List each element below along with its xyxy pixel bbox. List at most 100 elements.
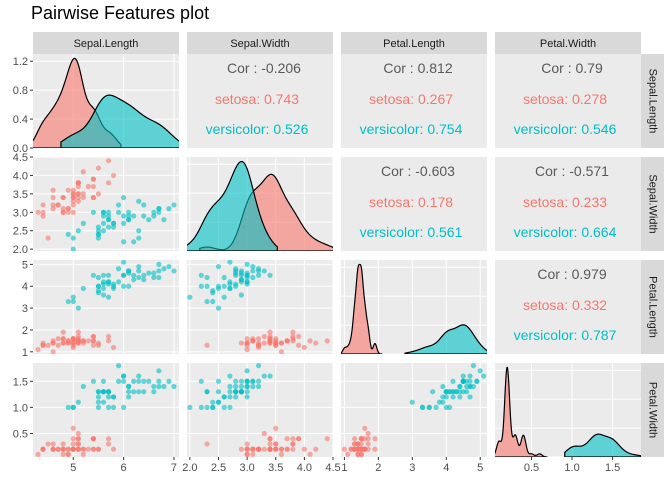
y-axis-tick-label: 0.8 xyxy=(13,85,28,97)
panel-Petal.Length-Petal.Length xyxy=(341,260,487,354)
data-point-versicolor xyxy=(131,378,137,384)
data-point-setosa xyxy=(307,338,313,344)
panel-background xyxy=(495,157,641,251)
data-point-versicolor xyxy=(115,378,122,384)
correlation-total: Cor : -0.206 xyxy=(227,60,301,76)
data-point-setosa xyxy=(273,336,279,342)
data-point-versicolor xyxy=(90,209,97,215)
data-point-setosa xyxy=(355,451,361,457)
data-point-versicolor xyxy=(105,294,112,300)
data-point-versicolor xyxy=(470,363,477,369)
data-point-versicolor xyxy=(151,383,157,390)
data-point-setosa xyxy=(90,338,97,344)
data-point-versicolor xyxy=(141,389,147,395)
data-point-setosa xyxy=(95,191,102,197)
data-point-setosa xyxy=(70,340,76,346)
data-point-versicolor xyxy=(238,277,244,283)
panel-background xyxy=(341,157,487,251)
data-point-versicolor xyxy=(198,272,204,278)
data-point-versicolor xyxy=(136,389,142,395)
panel-background xyxy=(341,363,487,457)
data-point-versicolor xyxy=(255,272,262,278)
x-axis-tick-label: 2.5 xyxy=(211,462,226,474)
data-point-versicolor xyxy=(95,283,102,289)
data-point-versicolor xyxy=(210,290,216,296)
data-point-versicolor xyxy=(95,231,102,238)
data-point-versicolor xyxy=(95,394,102,400)
y-axis-tick-label: 0.5 xyxy=(13,429,28,441)
correlation-versicolor: versicolor: 0.561 xyxy=(360,224,463,240)
panel-background xyxy=(187,363,333,457)
x-axis-tick-label: 1.0 xyxy=(564,462,579,474)
data-point-setosa xyxy=(273,446,279,452)
data-point-setosa xyxy=(365,441,371,447)
data-point-versicolor xyxy=(238,292,244,298)
data-point-setosa xyxy=(40,342,46,348)
data-point-setosa xyxy=(105,158,112,164)
data-point-versicolor xyxy=(457,394,463,400)
data-point-versicolor xyxy=(244,383,250,390)
data-point-versicolor xyxy=(105,394,112,400)
data-point-versicolor xyxy=(70,294,76,300)
data-point-versicolor xyxy=(443,394,449,400)
data-point-setosa xyxy=(105,338,112,344)
strip-top-Petal.Length xyxy=(341,32,487,54)
strip-right-label: Sepal.Width xyxy=(647,174,659,233)
data-point-setosa xyxy=(284,446,290,452)
x-axis-tick-label: 1 xyxy=(341,462,347,474)
data-point-versicolor xyxy=(440,383,446,390)
data-point-setosa xyxy=(75,329,81,335)
data-point-versicolor xyxy=(151,274,157,281)
panel-Petal.Length-Petal.Width: Cor : 0.979 setosa: 0.332 versicolor: 0.78… xyxy=(495,260,641,354)
data-point-setosa xyxy=(60,441,66,447)
data-point-versicolor xyxy=(215,305,222,311)
data-point-setosa xyxy=(296,436,302,442)
panel-grid xyxy=(33,157,179,251)
data-point-setosa xyxy=(255,336,262,342)
data-point-setosa xyxy=(70,198,76,204)
x-axis-tick-label: 5 xyxy=(477,462,483,474)
data-point-setosa xyxy=(65,451,71,457)
data-point-versicolor xyxy=(146,217,152,223)
panel-Sepal.Length-Petal.Length: Cor : 0.812 setosa: 0.267 versicolor: 0.75… xyxy=(341,54,487,148)
data-point-versicolor xyxy=(210,404,216,410)
data-point-setosa xyxy=(50,340,56,346)
panel-Petal.Length-Sepal.Length xyxy=(33,260,179,354)
panel-background xyxy=(495,54,641,148)
data-point-versicolor xyxy=(227,394,233,400)
data-point-versicolor xyxy=(70,235,76,241)
panel-background xyxy=(341,54,487,148)
data-point-versicolor xyxy=(70,404,76,410)
data-point-setosa xyxy=(313,446,319,452)
data-point-setosa xyxy=(65,187,71,193)
data-point-versicolor xyxy=(467,394,473,400)
data-point-setosa xyxy=(273,441,279,447)
panel-background xyxy=(495,260,641,354)
data-point-setosa xyxy=(90,194,97,201)
data-point-versicolor xyxy=(95,228,102,234)
data-point-versicolor xyxy=(244,389,250,395)
data-point-versicolor xyxy=(105,224,112,230)
data-point-versicolor xyxy=(105,389,112,395)
data-point-setosa xyxy=(267,338,273,344)
data-point-versicolor xyxy=(467,373,473,379)
data-point-setosa xyxy=(50,349,56,354)
data-point-versicolor xyxy=(110,224,117,230)
data-point-setosa xyxy=(75,436,81,442)
correlation-versicolor: versicolor: 0.754 xyxy=(360,121,463,137)
data-point-versicolor xyxy=(227,285,233,292)
data-point-versicolor xyxy=(250,378,256,384)
data-point-versicolor xyxy=(233,389,239,395)
y-axis-tick-label: 1.5 xyxy=(13,376,28,388)
panel-grid: Cor : -0.206 setosa: 0.743 versicolor: 0.5… xyxy=(206,60,309,137)
panel-grid xyxy=(495,363,641,457)
data-point-setosa xyxy=(267,441,273,447)
data-point-versicolor xyxy=(244,261,250,267)
data-point-versicolor xyxy=(100,220,107,226)
data-point-setosa xyxy=(75,198,81,204)
data-point-setosa xyxy=(273,342,279,348)
data-point-versicolor xyxy=(95,290,102,296)
data-point-setosa xyxy=(261,340,267,346)
strip-top-label: Petal.Length xyxy=(383,38,445,50)
panel-Sepal.Length-Sepal.Width: Cor : -0.206 setosa: 0.743 versicolor: 0.5… xyxy=(187,54,333,148)
